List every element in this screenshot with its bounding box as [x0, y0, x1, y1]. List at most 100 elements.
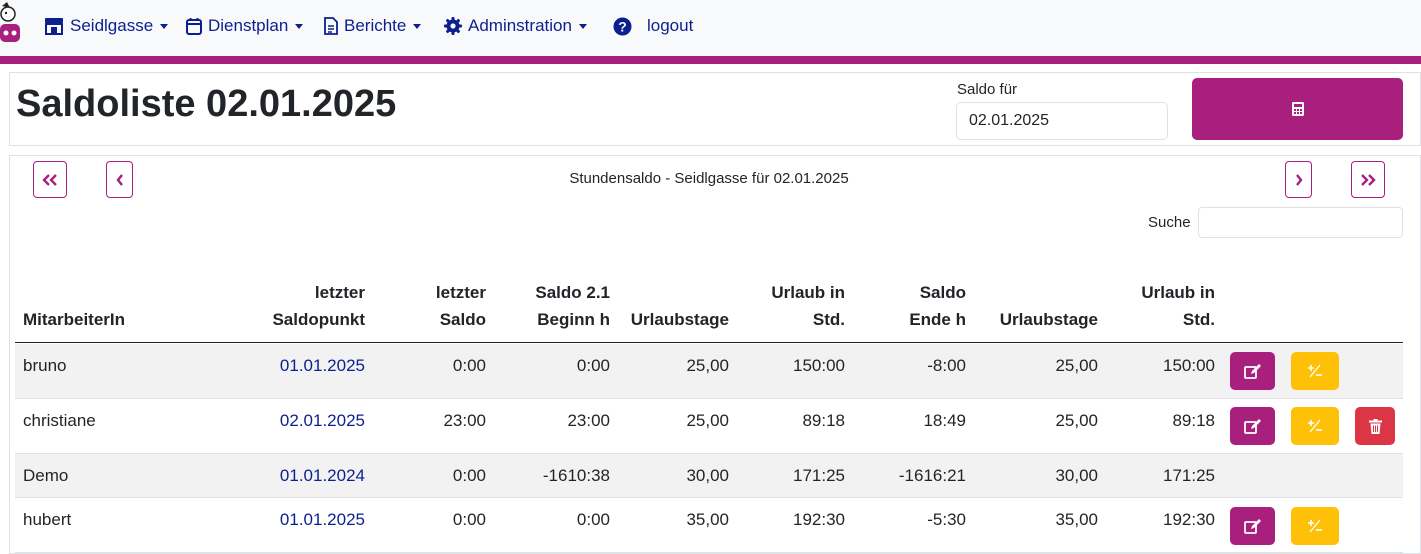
search-label: Suche: [1148, 214, 1191, 231]
page-title: Saldoliste 02.01.2025: [16, 83, 397, 125]
adjust-button[interactable]: [1291, 352, 1339, 390]
last-page-button[interactable]: [1351, 161, 1385, 198]
edit-button[interactable]: [1230, 352, 1275, 390]
urlaub-std: 150:00: [793, 356, 845, 375]
letzter-saldo: 0:00: [452, 356, 486, 375]
nav-berichte[interactable]: Berichte: [324, 14, 422, 38]
saldo-beginn: 0:00: [576, 356, 610, 375]
column-header: Std.: [812, 310, 845, 329]
saldopunkt-link[interactable]: 01.01.2024: [279, 466, 365, 485]
edit-icon: [1244, 363, 1261, 379]
urlaubstage-end: 25,00: [1055, 356, 1098, 375]
column-header: Saldopunkt: [272, 310, 365, 329]
delete-button[interactable]: [1355, 407, 1395, 445]
nav-adminstration[interactable]: Adminstration: [444, 14, 587, 38]
urlaubstage: 35,00: [686, 510, 729, 529]
svg-text:?: ?: [618, 18, 627, 34]
trash-icon: [1368, 418, 1382, 434]
saldo-ende: -1616:21: [898, 466, 966, 485]
next-page-button[interactable]: [1285, 161, 1312, 198]
column-header: letzter: [314, 283, 365, 302]
column-header: Urlaub in: [1141, 283, 1215, 302]
edit-button[interactable]: [1230, 507, 1275, 545]
question-icon: ?: [613, 17, 632, 35]
chevron-down-icon: [160, 23, 169, 29]
chevron-down-icon: [295, 23, 304, 29]
chevron-right-icon: [1295, 173, 1303, 186]
nav-label: Adminstration: [468, 16, 572, 35]
table-row: bruno 01.01.2025 0:00 0:00 25,00 150:00 …: [15, 344, 1403, 399]
calculate-button[interactable]: [1192, 78, 1403, 140]
column-header: Ende h: [909, 310, 966, 329]
chevron-left-icon: [115, 173, 123, 186]
nav-label: logout: [647, 16, 694, 35]
urlaubstage: 25,00: [686, 356, 729, 375]
double-chevron-right-icon: [1361, 173, 1376, 186]
nav-label: Berichte: [344, 16, 407, 35]
chevron-down-icon: [578, 23, 587, 29]
calculator-icon: [1291, 102, 1304, 116]
chevron-down-icon: [413, 23, 422, 29]
nav-dienstplan[interactable]: Dienstplan: [186, 14, 304, 38]
saldopunkt-link[interactable]: 01.01.2025: [279, 356, 365, 375]
urlaub-std-end: 150:00: [1163, 356, 1215, 375]
saldo-beginn: -1610:38: [542, 466, 610, 485]
urlaubstage-end: 35,00: [1055, 510, 1098, 529]
letzter-saldo: 0:00: [452, 510, 486, 529]
adjust-button[interactable]: [1291, 407, 1339, 445]
column-header: MitarbeiterIn: [23, 310, 126, 329]
urlaubstage: 30,00: [686, 466, 729, 485]
search-input[interactable]: [1198, 207, 1403, 238]
column-header: letzter: [435, 283, 486, 302]
previous-page-button[interactable]: [106, 161, 133, 198]
first-page-button[interactable]: [33, 161, 67, 198]
urlaubstage-end: 30,00: [1055, 466, 1098, 485]
urlaubstage-end: 25,00: [1055, 411, 1098, 430]
nav-logout[interactable]: ? logout: [613, 14, 693, 38]
nav-label: Dienstplan: [208, 16, 289, 35]
column-header: Urlaubstage: [999, 310, 1098, 329]
app-logo[interactable]: [0, 0, 22, 44]
column-header: Saldo: [439, 310, 486, 329]
letzter-saldo: 23:00: [443, 411, 486, 430]
employee-name: bruno: [23, 356, 67, 375]
store-icon: [45, 18, 63, 35]
edit-button[interactable]: [1230, 407, 1275, 445]
nav-label: Seidlgasse: [70, 16, 154, 35]
urlaub-std-end: 171:25: [1163, 466, 1215, 485]
saldopunkt-link[interactable]: 01.01.2025: [279, 510, 365, 529]
column-header: Urlaub in: [771, 283, 845, 302]
saldo-beginn: 0:00: [576, 510, 610, 529]
column-header: Saldo: [919, 283, 966, 302]
urlaub-std: 192:30: [793, 510, 845, 529]
list-caption: Stundensaldo - Seidlgasse für 02.01.2025: [569, 170, 849, 187]
table-row: christiane 02.01.2025 23:00 23:00 25,00 …: [15, 399, 1403, 454]
edit-icon: [1244, 518, 1261, 534]
urlaubstage: 25,00: [686, 411, 729, 430]
letzter-saldo: 0:00: [452, 466, 486, 485]
edit-icon: [1244, 418, 1261, 434]
column-header: Std.: [1182, 310, 1215, 329]
adjust-button[interactable]: [1291, 507, 1339, 545]
top-navbar: Seidlgasse Dienstplan Berichte: [0, 0, 1421, 56]
saldo-date-input[interactable]: 02.01.2025: [956, 102, 1168, 140]
gear-icon: [444, 17, 462, 35]
calendar-icon: [186, 18, 202, 35]
nav-seidlgasse[interactable]: Seidlgasse: [44, 14, 169, 38]
saldo-beginn: 23:00: [567, 411, 610, 430]
saldo-date-label: Saldo für: [957, 81, 1018, 98]
table-row: Demo 01.01.2024 0:00 -1610:38 30,00 171:…: [15, 454, 1403, 498]
column-header: Urlaubstage: [630, 310, 729, 329]
urlaub-std: 89:18: [802, 411, 845, 430]
employee-name: hubert: [23, 510, 72, 529]
column-header: Beginn h: [537, 310, 610, 329]
urlaub-std-end: 192:30: [1163, 510, 1215, 529]
saldopunkt-link[interactable]: 02.01.2025: [279, 411, 365, 430]
plus-minus-icon: [1308, 419, 1322, 433]
document-icon: [324, 17, 338, 35]
urlaub-std-end: 89:18: [1172, 411, 1215, 430]
urlaub-std: 171:25: [793, 466, 845, 485]
employee-name: christiane: [23, 411, 96, 430]
column-header: Saldo 2.1: [535, 283, 610, 302]
plus-minus-icon: [1308, 364, 1322, 378]
